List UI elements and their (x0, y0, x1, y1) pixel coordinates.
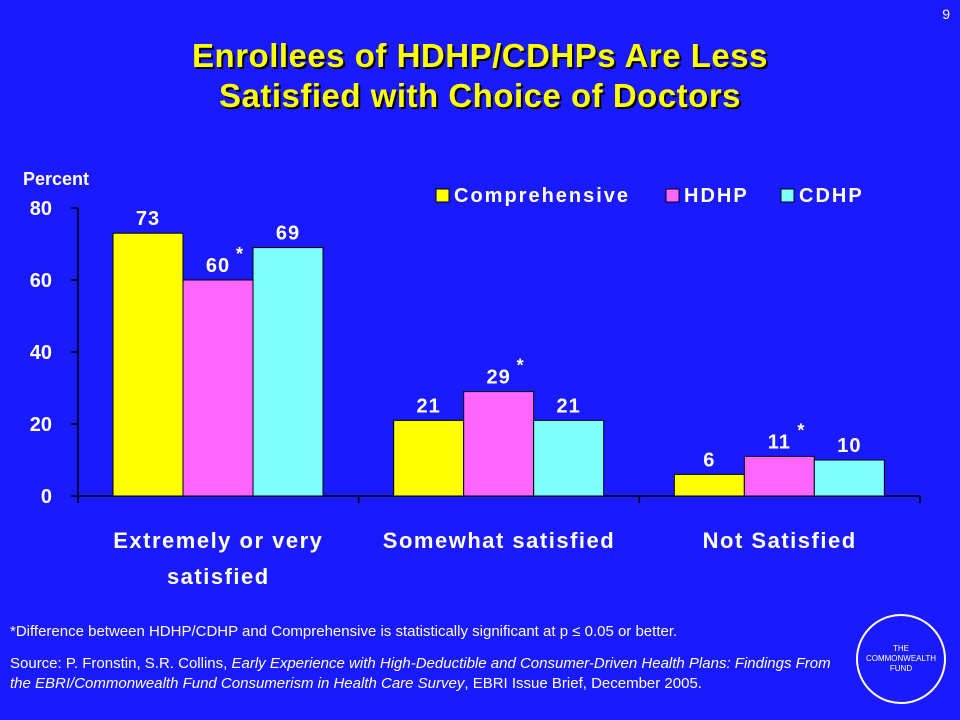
bar-comprehensive (112, 232, 184, 497)
y-axis-label: Percent (23, 169, 89, 189)
data-label: 21 (557, 395, 581, 417)
commonwealth-fund-logo: THE COMMONWEALTH FUND (856, 614, 946, 704)
legend-label-cdhp: CDHP (799, 185, 864, 207)
source-suffix: , EBRI Issue Brief, December 2005. (464, 675, 702, 692)
significance-marker: * (517, 356, 524, 376)
bar-cdhp (252, 247, 324, 497)
x-tick-label: Extremely or very (113, 528, 323, 553)
slide-title: Enrollees of HDHP/CDHPs Are Less Satisfi… (0, 36, 960, 116)
legend-label-hdhp: HDHP (684, 185, 749, 207)
data-label: 6 (703, 449, 715, 471)
bar-hdhp (463, 391, 535, 497)
bar-comprehensive (673, 473, 745, 497)
legend-label-comprehensive: Comprehensive (454, 185, 630, 207)
source-prefix: Source: P. Fronstin, S.R. Collins, (10, 655, 232, 672)
data-label: 69 (276, 223, 300, 245)
y-tick-label: 60 (30, 270, 52, 292)
y-tick-label: 40 (30, 342, 52, 364)
bar-cdhp (813, 459, 885, 497)
y-tick-label: 0 (41, 486, 52, 508)
data-label: 73 (136, 208, 160, 230)
source-citation: Source: P. Fronstin, S.R. Collins, Early… (10, 654, 855, 694)
data-label: 21 (417, 395, 441, 417)
title-line-1: Enrollees of HDHP/CDHPs Are Less (192, 37, 768, 74)
x-tick-label: satisfied (167, 564, 270, 589)
legend-swatch-hdhp (665, 188, 680, 203)
bar-hdhp (182, 279, 254, 497)
logo-line-1: THE (893, 644, 909, 653)
data-label: 10 (837, 435, 861, 457)
bar-comprehensive (393, 419, 465, 497)
y-tick-label: 20 (30, 414, 52, 436)
slide-number: 9 (942, 6, 950, 22)
logo-line-2: COMMONWEALTH (865, 654, 937, 663)
footnote: *Difference between HDHP/CDHP and Compre… (10, 623, 678, 640)
significance-marker: * (797, 420, 804, 440)
x-tick-label: Not Satisfied (703, 528, 857, 553)
data-label: 11 (768, 431, 791, 453)
source-title: Early Experience with High-Deductible an… (10, 655, 831, 692)
bar-chart: Percent 0 20 40 60 80 73 60 * 69 Extremely or very… (23, 169, 921, 589)
y-tick-label: 80 (30, 198, 52, 220)
bar-cdhp (533, 419, 605, 497)
legend-swatch-cdhp (780, 188, 795, 203)
bar-hdhp (743, 455, 815, 497)
significance-marker: * (236, 244, 243, 264)
data-label: 29 (487, 367, 511, 389)
legend-swatch-comprehensive (435, 188, 450, 203)
logo-line-3: FUND (889, 664, 913, 673)
data-label: 60 (206, 255, 230, 277)
x-tick-label: Somewhat satisfied (383, 528, 615, 553)
title-line-2: Satisfied with Choice of Doctors (218, 77, 742, 114)
